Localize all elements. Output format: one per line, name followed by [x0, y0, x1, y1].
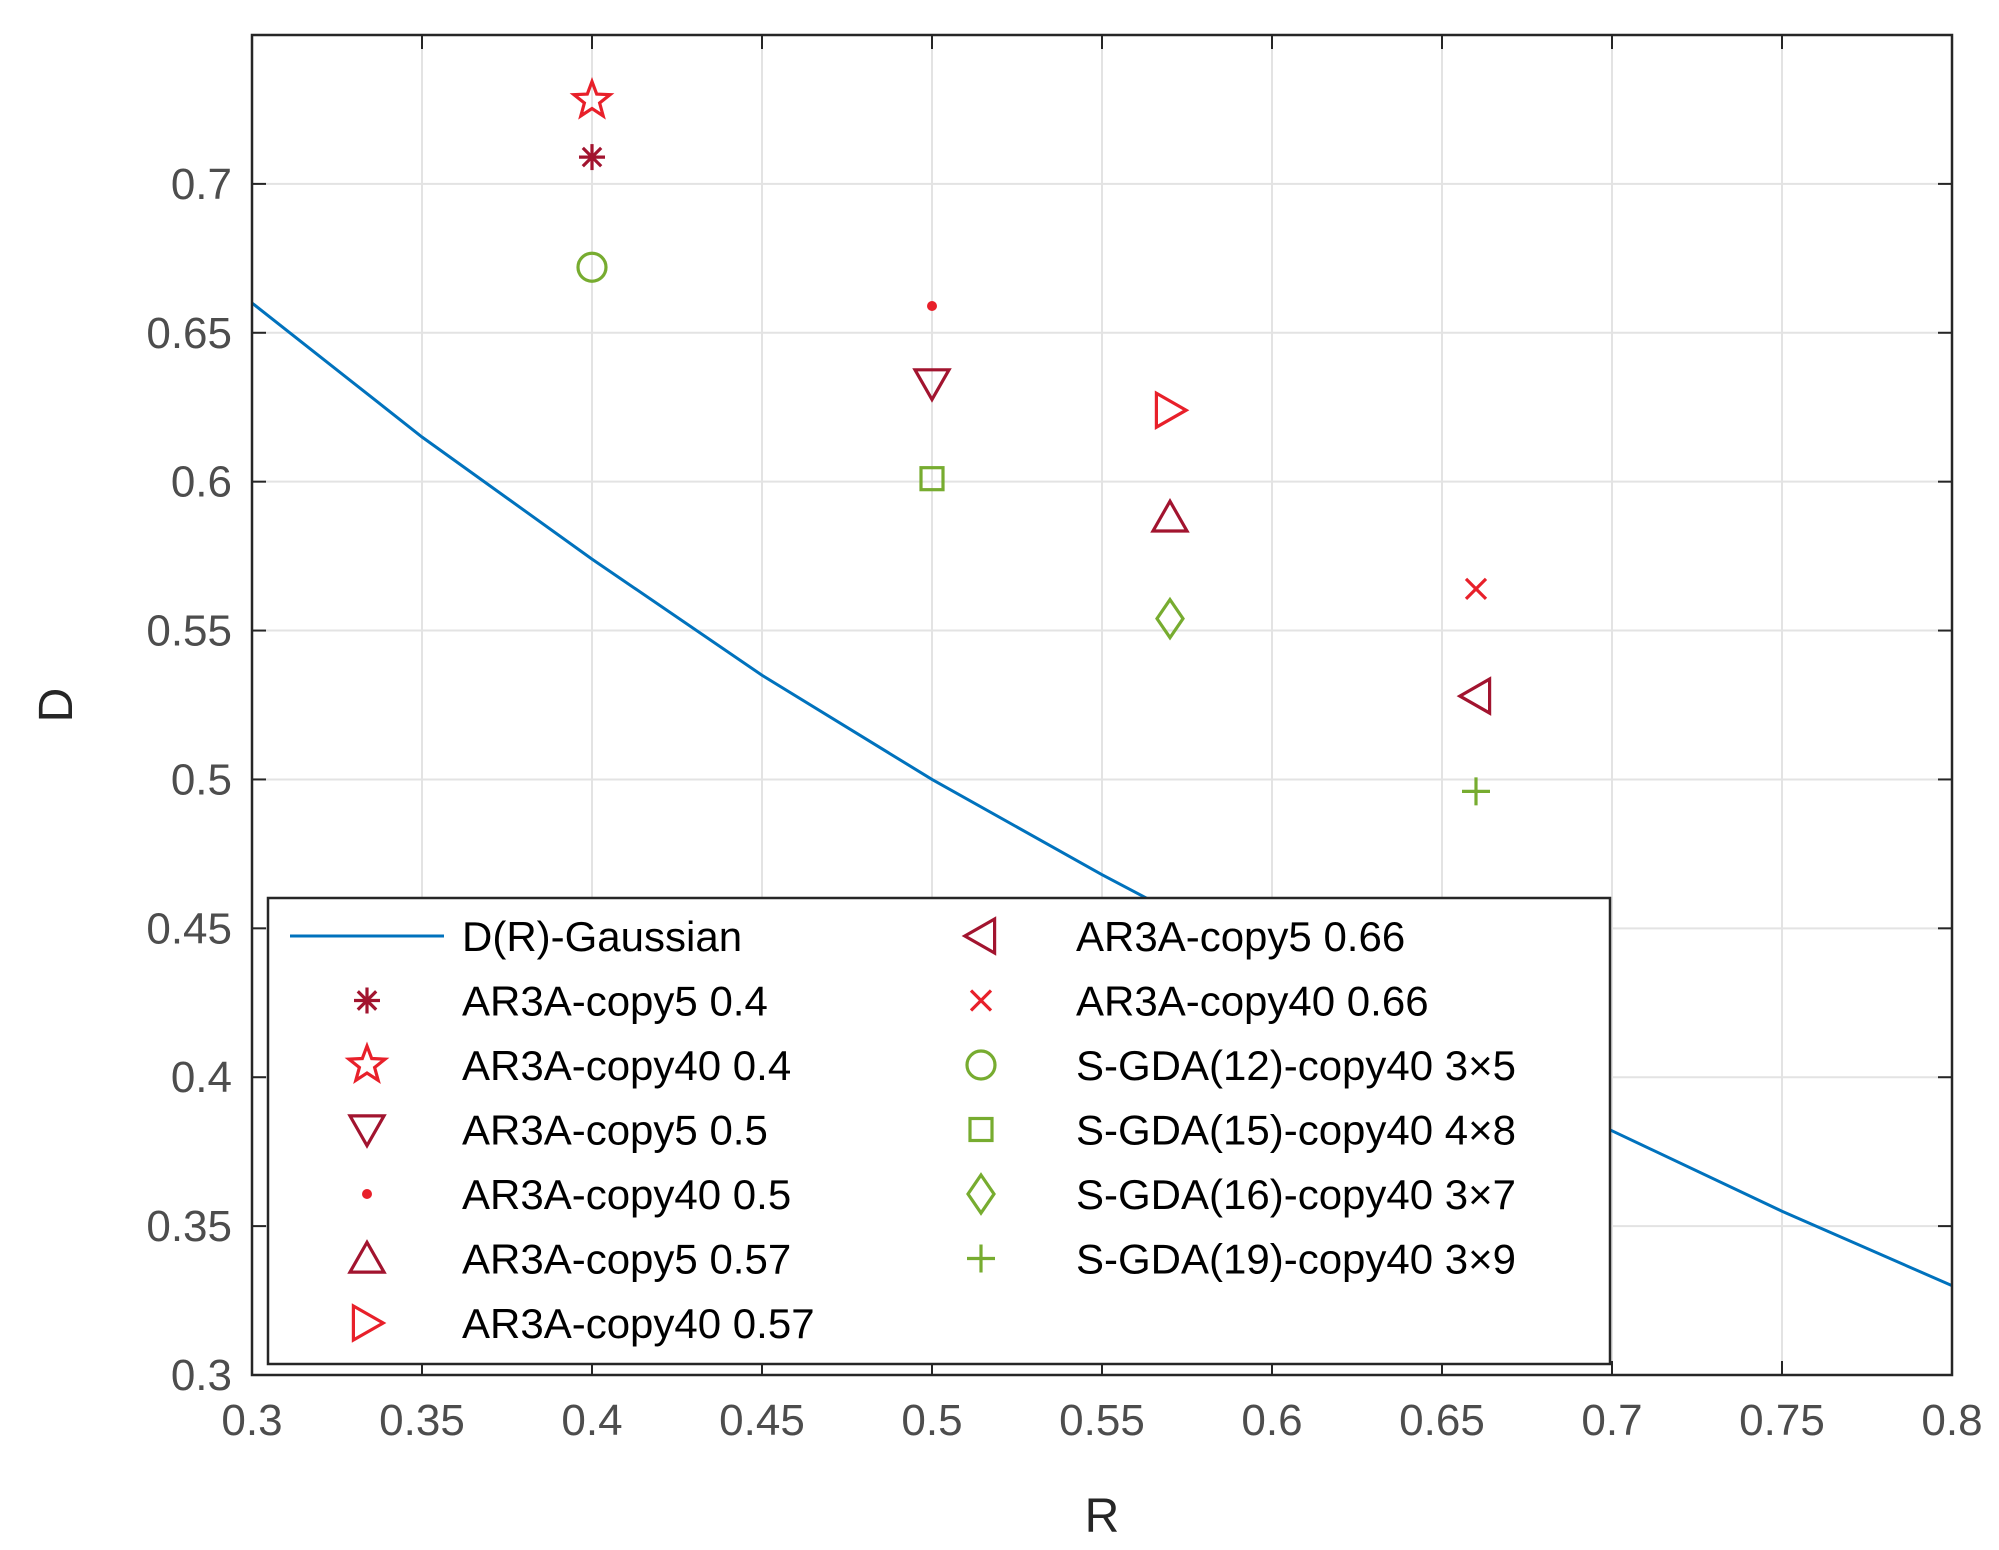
tick-labels: 0.3 0.35 0.4 0.45 0.5 0.55 0.6 0.65 0.7 0.75 0.8 0.… [146, 35, 1983, 1445]
data-point-marker [579, 144, 605, 171]
legend-marker-swatch [362, 1189, 372, 1199]
legend-marker-swatch [967, 1244, 995, 1273]
data-point-marker [919, 466, 945, 492]
data-point-marker [927, 300, 937, 311]
legend-marker-swatch [965, 1049, 997, 1081]
legend-marker-swatch [961, 916, 997, 956]
legend-item: AR3A-copy40 0.57 [351, 1300, 815, 1347]
data-point-marker [1154, 390, 1190, 430]
legend-item: D(R)-Gaussian [290, 913, 742, 960]
legend-label: AR3A-copy40 0.5 [462, 1171, 791, 1218]
data-point-marker [1462, 777, 1490, 806]
x-tick-label: 0.45 [719, 1396, 805, 1445]
legend-marker-swatch [966, 1172, 996, 1216]
legend-item: S-GDA(16)-copy40 3×7 [966, 1171, 1516, 1218]
data-point-marker [569, 76, 615, 120]
legend-label: S-GDA(16)-copy40 3×7 [1076, 1171, 1516, 1218]
legend-item: AR3A-copy5 0.66 [961, 913, 1405, 960]
x-tick-label: 0.4 [561, 1396, 622, 1445]
legend-marker-swatch [351, 1303, 387, 1343]
legend-label: AR3A-copy40 0.4 [462, 1042, 791, 1089]
data-point-marker [912, 368, 952, 403]
legend-item: AR3A-copy5 0.57 [347, 1236, 791, 1283]
legend-marker-swatch [354, 987, 380, 1014]
legend-item: AR3A-copy5 0.5 [347, 1107, 768, 1154]
data-point-marker [1464, 577, 1488, 600]
x-tick-label: 0.75 [1739, 1396, 1825, 1445]
y-tick-label: 0.35 [146, 1202, 232, 1251]
legend-item: AR3A-copy40 0.5 [362, 1171, 791, 1218]
data-point-marker [1150, 498, 1190, 533]
y-tick-label: 0.7 [171, 160, 232, 209]
legend-item: S-GDA(19)-copy40 3×9 [967, 1236, 1516, 1283]
legend-box [266, 896, 1612, 1366]
legend-label: AR3A-copy5 0.57 [462, 1236, 791, 1283]
y-axis-label: D [30, 688, 83, 723]
legend-label: AR3A-copy40 0.66 [1076, 978, 1429, 1025]
legend-marker-swatch [347, 1239, 387, 1274]
y-tick-label: 0.4 [171, 1053, 232, 1102]
legend-label: S-GDA(19)-copy40 3×9 [1076, 1236, 1516, 1283]
data-layer [252, 76, 1952, 1288]
legend-label: AR3A-copy5 0.5 [462, 1107, 768, 1154]
legend-marker-swatch [969, 989, 993, 1012]
x-tick-label: 0.55 [1059, 1396, 1145, 1445]
legend-marker-swatch [344, 1041, 390, 1085]
y-tick-label: 0.3 [171, 1351, 232, 1400]
legend: D(R)-Gaussian AR3A-copy5 0.4 AR3A-copy40 0… [266, 896, 1612, 1366]
x-tick-label: 0.35 [379, 1396, 465, 1445]
legend-item: AR3A-copy5 0.4 [354, 978, 768, 1025]
series-line-d-r-gaussian [252, 301, 1952, 1288]
data-point-marker [1456, 676, 1492, 716]
data-point-marker [1155, 596, 1185, 641]
y-tick-label: 0.55 [146, 607, 232, 656]
x-tick-label: 0.65 [1399, 1396, 1485, 1445]
x-tick-label: 0.3 [221, 1396, 282, 1445]
legend-label: S-GDA(15)-copy40 4×8 [1076, 1107, 1516, 1154]
y-tick-label: 0.65 [146, 309, 232, 358]
legend-marker-swatch [347, 1114, 387, 1149]
legend-label: AR3A-copy5 0.4 [462, 978, 768, 1025]
y-tick-label: 0.45 [146, 904, 232, 953]
x-tick-label: 0.5 [901, 1396, 962, 1445]
legend-label: AR3A-copy5 0.66 [1076, 913, 1405, 960]
y-tick-label: 0.6 [171, 458, 232, 507]
legend-marker-swatch [968, 1116, 994, 1143]
legend-label: D(R)-Gaussian [462, 913, 742, 960]
legend-label: AR3A-copy40 0.57 [462, 1300, 815, 1347]
x-axis-label: R [1085, 1490, 1120, 1543]
x-tick-label: 0.6 [1241, 1396, 1302, 1445]
legend-item: S-GDA(15)-copy40 4×8 [968, 1107, 1516, 1154]
y-tick-label: 0.5 [171, 755, 232, 804]
legend-label: S-GDA(12)-copy40 3×5 [1076, 1042, 1516, 1089]
legend-item: AR3A-copy40 0.4 [344, 1041, 791, 1089]
legend-item: S-GDA(12)-copy40 3×5 [965, 1042, 1516, 1089]
x-tick-label: 0.7 [1581, 1396, 1642, 1445]
x-tick-label: 0.8 [1921, 1396, 1982, 1445]
data-point-marker [576, 251, 608, 283]
legend-item: AR3A-copy40 0.66 [969, 978, 1429, 1025]
